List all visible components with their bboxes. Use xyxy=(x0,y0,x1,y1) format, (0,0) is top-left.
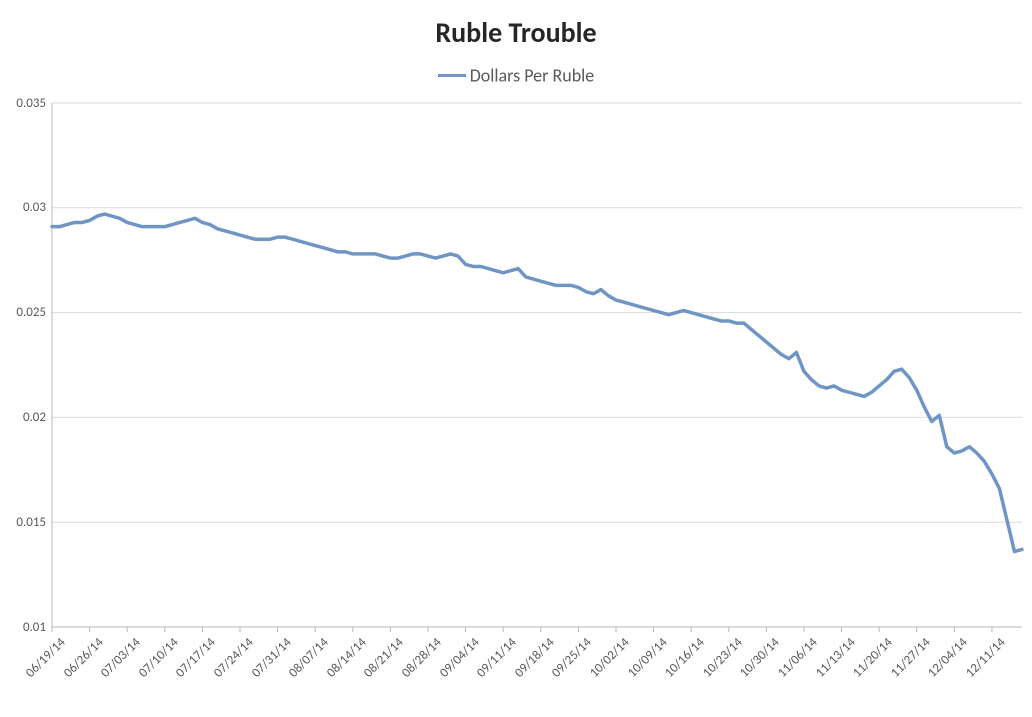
plot-svg xyxy=(0,0,1032,717)
y-tick-label: 0.03 xyxy=(23,200,46,215)
y-tick-label: 0.025 xyxy=(16,305,46,320)
y-tick-label: 0.02 xyxy=(23,410,46,425)
line-chart: Ruble Trouble Dollars Per Ruble 0.010.01… xyxy=(0,0,1032,717)
y-tick-label: 0.015 xyxy=(16,515,46,530)
y-tick-label: 0.01 xyxy=(23,620,46,635)
y-tick-label: 0.035 xyxy=(16,96,46,111)
